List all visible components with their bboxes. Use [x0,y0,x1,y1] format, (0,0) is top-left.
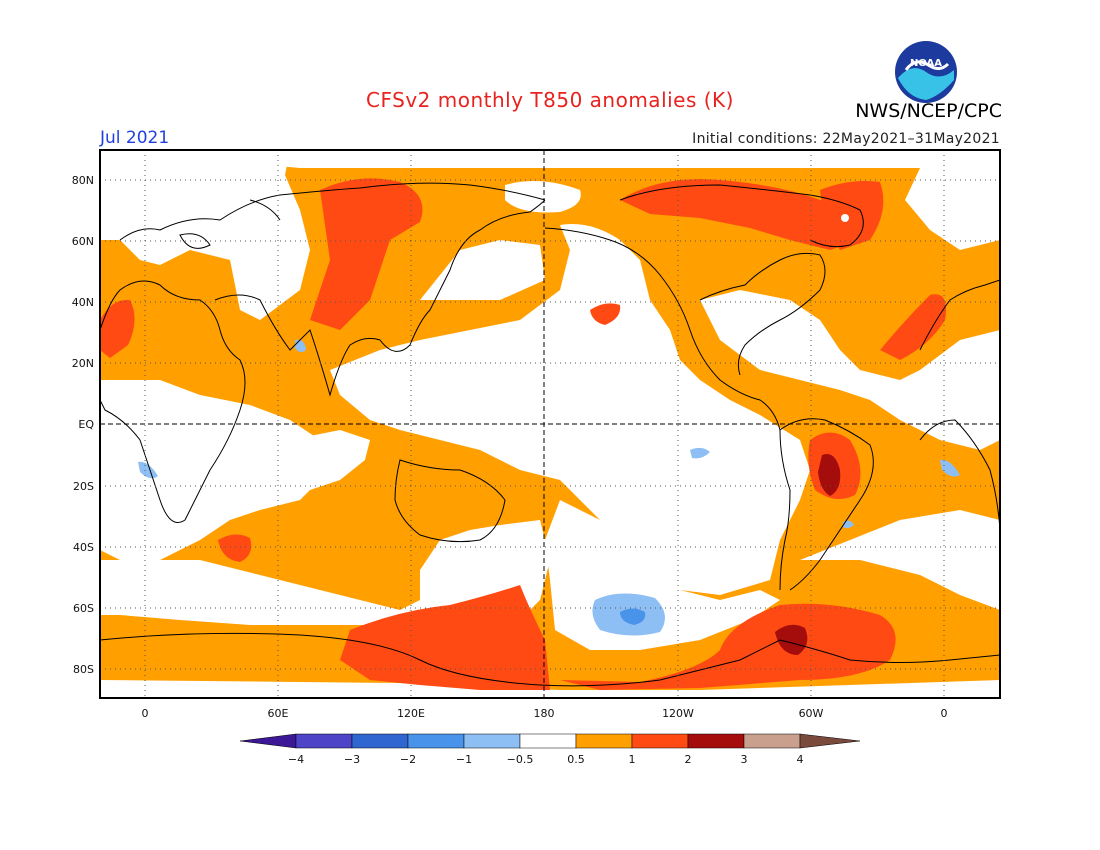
colorbar-low-arrow [239,733,297,749]
lat-label: 20N [72,357,94,370]
lat-label: 40N [72,296,94,309]
map-title: CFSv2 monthly T850 anomalies (K) [366,88,734,112]
lon-label: 0 [941,707,948,720]
graticule [100,150,1000,698]
colorbar-label: −3 [344,753,360,766]
colorbar-swatch [687,733,745,749]
colorbar-label: −2 [400,753,416,766]
anomaly-fields [100,150,1000,698]
strong-warm-regions [775,214,849,655]
lon-label: 0 [142,707,149,720]
colorbar-label: −4 [288,753,304,766]
colorbar-swatch [575,733,633,749]
lat-label: 60N [72,235,94,248]
colorbar-label: −1 [456,753,472,766]
lat-label: 80S [73,663,94,676]
lon-label: 120W [662,707,694,720]
lat-label: 20S [73,480,94,493]
colorbar-swatch [295,733,353,749]
colorbar-label: 1 [629,753,636,766]
lon-label: 180 [534,707,555,720]
colorbar-label: −0.5 [507,753,534,766]
lon-label: 60W [799,707,824,720]
lat-label: 80N [72,174,94,187]
cool-anomaly-regions [138,339,960,636]
colorbar-label: 3 [741,753,748,766]
lon-label: 120E [397,707,425,720]
colorbar: −4 −3 −2 −1 −0.5 0.5 1 2 3 4 [239,733,861,766]
colorbar-swatch [519,733,577,749]
reference-lines [100,150,1000,698]
colorbar-label: 0.5 [567,753,585,766]
lat-label: EQ [78,418,94,431]
colorbar-label: 4 [797,753,804,766]
colorbar-swatch [631,733,689,749]
colorbar-high-arrow [799,733,861,749]
noaa-logo: NOAA [895,41,957,103]
colorbar-swatch [743,733,801,749]
noaa-logo-text: NOAA [910,58,942,69]
lat-label: 60S [73,602,94,615]
agency-label: NWS/NCEP/CPC [855,100,1002,122]
initial-conditions-label: Initial conditions: 22May2021–31May2021 [692,131,1000,147]
colorbar-swatch [463,733,521,749]
forecast-month-label: Jul 2021 [100,128,170,148]
lat-label: 40S [73,541,94,554]
colorbar-swatch [351,733,409,749]
latitude-labels: 80N 60N 40N 20N EQ 20S 40S 60S 80S [72,174,95,676]
colorbar-label: 2 [685,753,692,766]
colorbar-swatch [407,733,465,749]
coastlines [100,182,1000,687]
map-frame [99,149,1001,699]
lon-label: 60E [268,707,289,720]
longitude-labels: 0 60E 120E 180 120W 60W 0 [142,707,948,720]
near-zero-regions [100,150,1000,698]
